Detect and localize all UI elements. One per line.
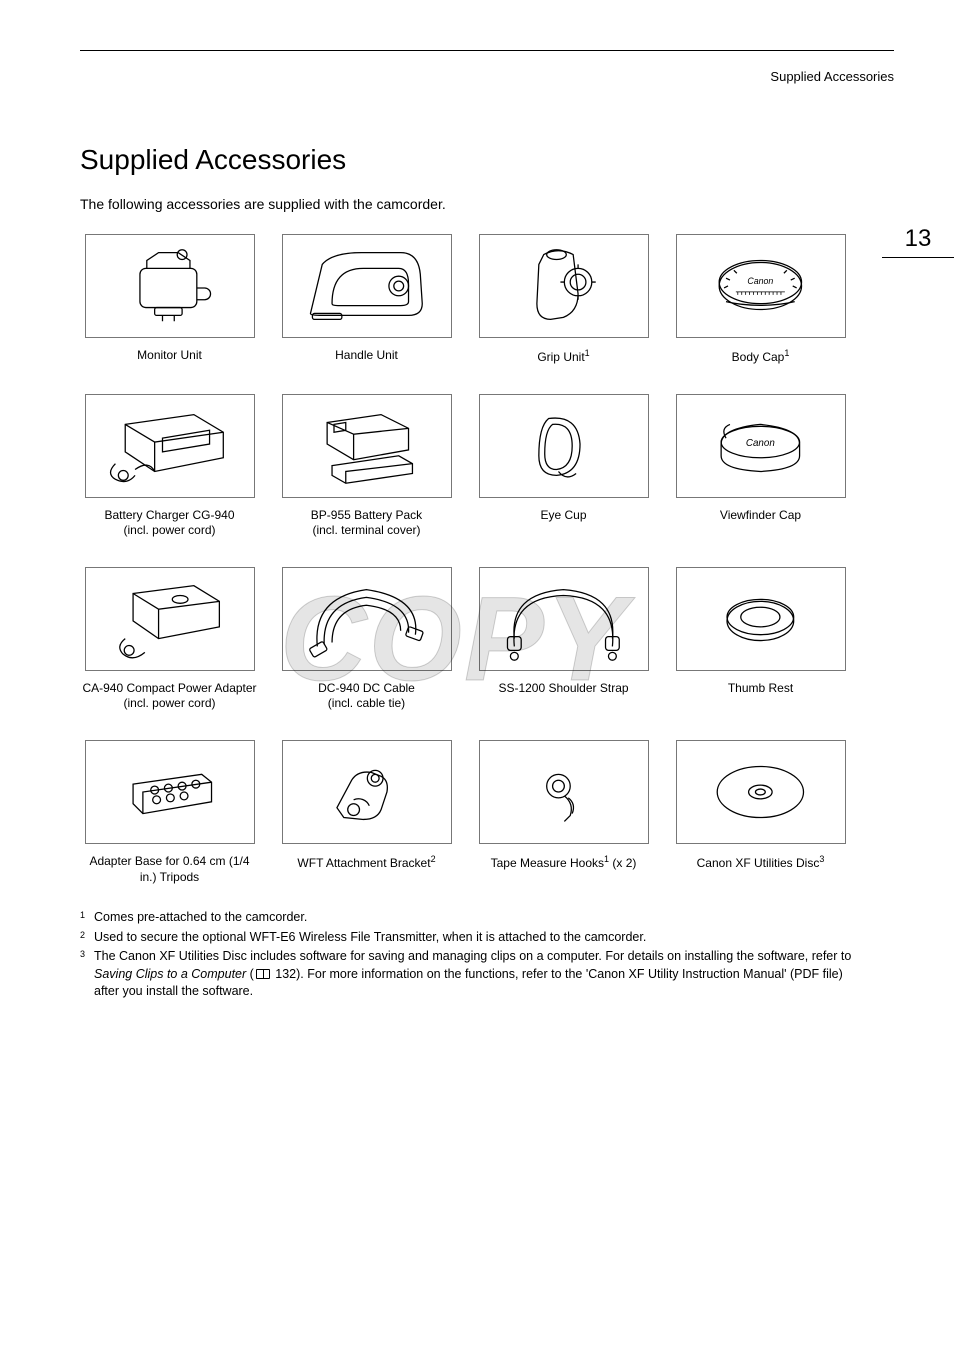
page-number-box: 13 <box>882 225 954 258</box>
caption-label: Canon XF Utilities Disc <box>697 856 820 870</box>
grid-cell: BP-955 Battery Pack(incl. terminal cover… <box>277 394 456 539</box>
caption-label: Monitor Unit <box>137 348 202 362</box>
grid-cell: Handle Unit <box>277 234 456 366</box>
document-page: Supplied Accessories Supplied Accessorie… <box>0 0 954 1041</box>
illustration-battery-charger <box>85 394 255 498</box>
caption-sub: (incl. cable tie) <box>328 696 405 710</box>
caption-label: SS-1200 Shoulder Strap <box>498 681 628 695</box>
grid-cell: Adapter Base for 0.64 cm (1/4 in.) Tripo… <box>80 740 259 885</box>
caption-sub: (incl. terminal cover) <box>312 523 420 537</box>
caption: Thumb Rest <box>728 681 793 697</box>
top-rule <box>80 50 894 51</box>
caption-label: Thumb Rest <box>728 681 793 695</box>
grid-cell: CA-940 Compact Power Adapter(incl. power… <box>80 567 259 712</box>
grid-cell: DC-940 DC Cable(incl. cable tie) <box>277 567 456 712</box>
grid-cell: Thumb Rest <box>671 567 850 712</box>
illustration-monitor-unit <box>85 234 255 338</box>
page-title: Supplied Accessories <box>80 144 894 176</box>
footnotes: 1 Comes pre-attached to the camcorder. 2… <box>80 909 860 1001</box>
caption-label: Viewfinder Cap <box>720 508 801 522</box>
footnote-2: 2 Used to secure the optional WFT-E6 Wir… <box>80 929 860 949</box>
caption-label: Grip Unit <box>537 350 584 364</box>
caption: Viewfinder Cap <box>720 508 801 524</box>
illustration-dc-cable <box>282 567 452 671</box>
running-head: Supplied Accessories <box>80 69 894 84</box>
caption: WFT Attachment Bracket2 <box>297 854 435 872</box>
grid-cell: Tape Measure Hooks1 (x 2) <box>474 740 653 885</box>
grid-cell: Eye Cup <box>474 394 653 539</box>
illustration-handle-unit <box>282 234 452 338</box>
caption: Grip Unit1 <box>537 348 589 366</box>
caption: BP-955 Battery Pack(incl. terminal cover… <box>311 508 422 539</box>
svg-text:Canon: Canon <box>746 438 775 449</box>
caption: Body Cap1 <box>732 348 790 366</box>
grid-cell: Canon Body Cap1 <box>671 234 850 366</box>
illustration-wft-bracket <box>282 740 452 844</box>
caption-sub: (incl. power cord) <box>123 523 215 537</box>
caption: DC-940 DC Cable(incl. cable tie) <box>318 681 415 712</box>
caption-sup: 3 <box>819 854 824 864</box>
illustration-shoulder-strap <box>479 567 649 671</box>
grid-cell: Battery Charger CG-940(incl. power cord) <box>80 394 259 539</box>
caption: Eye Cup <box>540 508 586 524</box>
intro-text: The following accessories are supplied w… <box>80 196 894 212</box>
grid-cell: Canon Viewfinder Cap <box>671 394 850 539</box>
accessory-grid: Monitor Unit Handle Unit <box>80 234 850 885</box>
illustration-eye-cup <box>479 394 649 498</box>
footnote-span: ( <box>246 967 254 981</box>
caption-label: Handle Unit <box>335 348 398 362</box>
grid-cell: WFT Attachment Bracket2 <box>277 740 456 885</box>
grid-cell: Canon XF Utilities Disc3 <box>671 740 850 885</box>
caption-sub: (incl. power cord) <box>123 696 215 710</box>
caption: Adapter Base for 0.64 cm (1/4 in.) Tripo… <box>80 854 259 885</box>
caption: Monitor Unit <box>137 348 202 364</box>
caption-label: Battery Charger CG-940 <box>104 508 234 522</box>
illustration-tape-hooks <box>479 740 649 844</box>
illustration-battery-pack <box>282 394 452 498</box>
caption-label: Adapter Base for 0.64 cm (1/4 in.) Tripo… <box>89 854 249 884</box>
footnote-text: Used to secure the optional WFT-E6 Wirel… <box>94 929 860 949</box>
footnote-ref: 132 <box>275 967 296 981</box>
caption: CA-940 Compact Power Adapter(incl. power… <box>82 681 256 712</box>
footnote-span: The Canon XF Utilities Disc includes sof… <box>94 949 851 963</box>
illustration-grip-unit <box>479 234 649 338</box>
illustration-power-adapter <box>85 567 255 671</box>
caption-label: CA-940 Compact Power Adapter <box>82 681 256 695</box>
caption: Tape Measure Hooks1 (x 2) <box>491 854 637 872</box>
caption: SS-1200 Shoulder Strap <box>498 681 628 697</box>
footnote-text: The Canon XF Utilities Disc includes sof… <box>94 948 860 1001</box>
footnote-1: 1 Comes pre-attached to the camcorder. <box>80 909 860 929</box>
caption-label: BP-955 Battery Pack <box>311 508 422 522</box>
caption-label: Tape Measure Hooks <box>491 856 604 870</box>
grid-cell: Monitor Unit <box>80 234 259 366</box>
illustration-utilities-disc <box>676 740 846 844</box>
footnote-em: Saving Clips to a Computer <box>94 967 246 981</box>
illustration-body-cap: Canon <box>676 234 846 338</box>
caption-tail: (x 2) <box>609 856 636 870</box>
caption: Battery Charger CG-940(incl. power cord) <box>104 508 234 539</box>
caption-label: WFT Attachment Bracket <box>297 856 430 870</box>
caption-sup: 1 <box>585 348 590 358</box>
book-icon <box>256 969 270 979</box>
illustration-thumb-rest <box>676 567 846 671</box>
caption-sup: 1 <box>784 348 789 358</box>
caption-sup: 2 <box>431 854 436 864</box>
caption-label: Eye Cup <box>540 508 586 522</box>
footnote-text: Comes pre-attached to the camcorder. <box>94 909 860 929</box>
svg-text:Canon: Canon <box>748 276 774 286</box>
caption-label: Body Cap <box>732 350 785 364</box>
page-number: 13 <box>882 225 954 258</box>
caption-label: DC-940 DC Cable <box>318 681 415 695</box>
illustration-viewfinder-cap: Canon <box>676 394 846 498</box>
grid-cell: SS-1200 Shoulder Strap <box>474 567 653 712</box>
caption: Handle Unit <box>335 348 398 364</box>
footnote-3: 3 The Canon XF Utilities Disc includes s… <box>80 948 860 1001</box>
caption: Canon XF Utilities Disc3 <box>697 854 825 872</box>
illustration-adapter-base <box>85 740 255 844</box>
grid-cell: Grip Unit1 <box>474 234 653 366</box>
